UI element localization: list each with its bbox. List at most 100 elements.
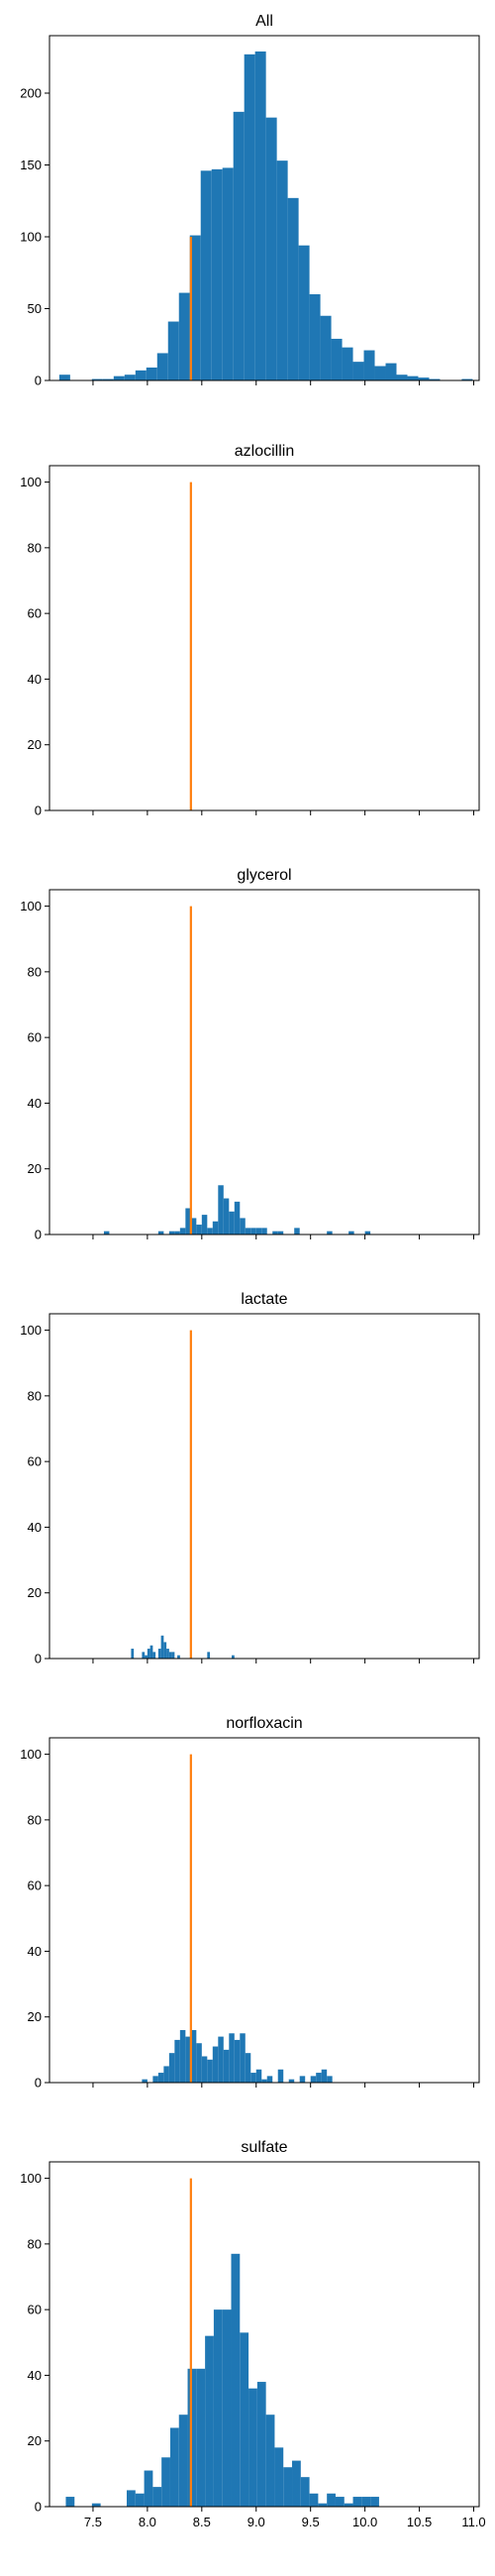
histogram-bar: [174, 2039, 180, 2083]
y-tick-label: 80: [28, 540, 42, 555]
plot-frame: [49, 2161, 480, 2508]
histogram-bar: [207, 1228, 213, 1234]
chart-panel-1: azlocillin 0 20 40 60 80 100: [20, 443, 480, 818]
histogram-bar: [396, 375, 408, 380]
histogram-bar: [146, 367, 157, 380]
histogram-bar: [256, 2382, 266, 2507]
histogram-bar: [200, 170, 212, 380]
histogram-bar: [157, 2073, 164, 2083]
histogram-bar: [222, 2309, 232, 2507]
y-tick-label: 0: [35, 804, 42, 818]
histogram-bar: [364, 1231, 371, 1234]
histogram-bar: [144, 2470, 153, 2507]
plot-frame: [49, 35, 480, 381]
y-tick-label: 60: [28, 1030, 42, 1045]
histogram-bar: [232, 1655, 235, 1659]
histogram-bar: [156, 353, 168, 380]
histogram-bar: [149, 1645, 153, 1659]
plot-frame: [49, 1313, 480, 1660]
histogram-bar: [168, 1652, 172, 1659]
y-tick-label: 40: [28, 1096, 42, 1111]
histogram-bar: [385, 363, 397, 380]
y-tick-label: 100: [20, 475, 42, 489]
histogram-bar: [318, 2503, 328, 2507]
histogram-bar: [177, 1655, 180, 1659]
y-tick-label: 0: [35, 1228, 42, 1242]
y-tick-label: 100: [20, 1323, 42, 1338]
y-tick-label: 40: [28, 672, 42, 687]
histogram-bar: [245, 2053, 251, 2083]
histogram-bar: [157, 1649, 161, 1659]
x-tick-label: 8.5: [193, 2515, 211, 2529]
x-tick-label: 10.5: [407, 2515, 432, 2529]
histogram-bar: [205, 2335, 214, 2507]
histogram-bar: [261, 2079, 267, 2083]
histogram-bar: [135, 370, 147, 380]
y-tick-label: 40: [28, 2368, 42, 2383]
histogram-bar: [167, 321, 179, 380]
histogram-bar: [174, 1231, 180, 1234]
histogram-bar: [461, 378, 473, 380]
histogram-bar: [229, 2033, 235, 2083]
histogram-bar: [201, 2056, 208, 2083]
chart-title: lactate: [241, 1291, 287, 1308]
y-tick-label: 20: [28, 2433, 42, 2448]
histogram-bar: [240, 2332, 249, 2507]
histogram-bar: [163, 1642, 167, 1659]
y-tick-label: 40: [28, 1520, 42, 1535]
histogram-bar: [320, 315, 332, 380]
histogram-bar: [207, 2059, 213, 2083]
histogram-bar: [233, 111, 245, 380]
x-tick-label: 7.5: [84, 2515, 102, 2529]
histogram-bar: [292, 2460, 301, 2507]
histogram-bar: [240, 2033, 246, 2083]
y-tick-label: 0: [35, 2500, 42, 2515]
histogram-bar: [342, 347, 353, 380]
plot-frame: [49, 889, 480, 1235]
chart-title: glycerol: [237, 867, 291, 884]
histogram-bar: [196, 2043, 202, 2083]
histogram-bar: [223, 1198, 230, 1234]
y-tick-label: 100: [20, 1747, 42, 1762]
histogram-bar: [179, 2029, 186, 2083]
y-tick-label: 20: [28, 1161, 42, 1176]
histogram-bar: [201, 1215, 208, 1234]
y-tick-label: 150: [20, 158, 42, 172]
histogram-bar: [348, 1231, 354, 1234]
histogram-bar: [223, 2049, 230, 2083]
histogram-bar: [265, 2415, 275, 2507]
histogram-bar: [240, 1218, 246, 1234]
histogram-bar: [244, 54, 255, 380]
histogram-bar: [361, 2497, 371, 2507]
histogram-bar: [309, 2493, 319, 2507]
histogram-bar: [102, 378, 114, 380]
histogram-bar: [299, 2076, 306, 2083]
histogram-bar: [321, 2069, 328, 2083]
histogram-bar: [103, 1231, 110, 1234]
histogram-bar: [231, 2253, 241, 2507]
y-tick-label: 60: [28, 1454, 42, 1469]
histogram-bar: [370, 2497, 379, 2507]
histogram-bar: [222, 167, 234, 380]
chart-panel-5: sulfate 0 20 40 60 80 100 7.5 8.0 8.5 9.0 9.5 10.0 10…: [20, 2139, 485, 2529]
histogram-bar: [190, 2029, 197, 2083]
histogram-bar: [169, 2427, 179, 2507]
histogram-bar: [248, 2388, 257, 2507]
histogram-bar: [298, 245, 310, 380]
histogram-bar: [212, 2046, 219, 2083]
histogram-bar: [294, 1228, 300, 1234]
histogram-bar: [277, 2069, 284, 2083]
histogram-bar: [288, 2079, 295, 2083]
histogram-bar: [254, 51, 266, 380]
histogram-bar: [352, 2497, 362, 2507]
histogram-bar: [152, 1652, 156, 1659]
histogram-bar: [211, 168, 223, 380]
x-tick-label: 9.0: [248, 2515, 265, 2529]
x-tick-label: 10.0: [352, 2515, 377, 2529]
y-tick-label: 80: [28, 1812, 42, 1827]
histogram-bar: [152, 2487, 162, 2507]
histogram-bar: [310, 2076, 317, 2083]
histogram-bar: [327, 2493, 336, 2507]
histogram-bar: [300, 2477, 310, 2507]
